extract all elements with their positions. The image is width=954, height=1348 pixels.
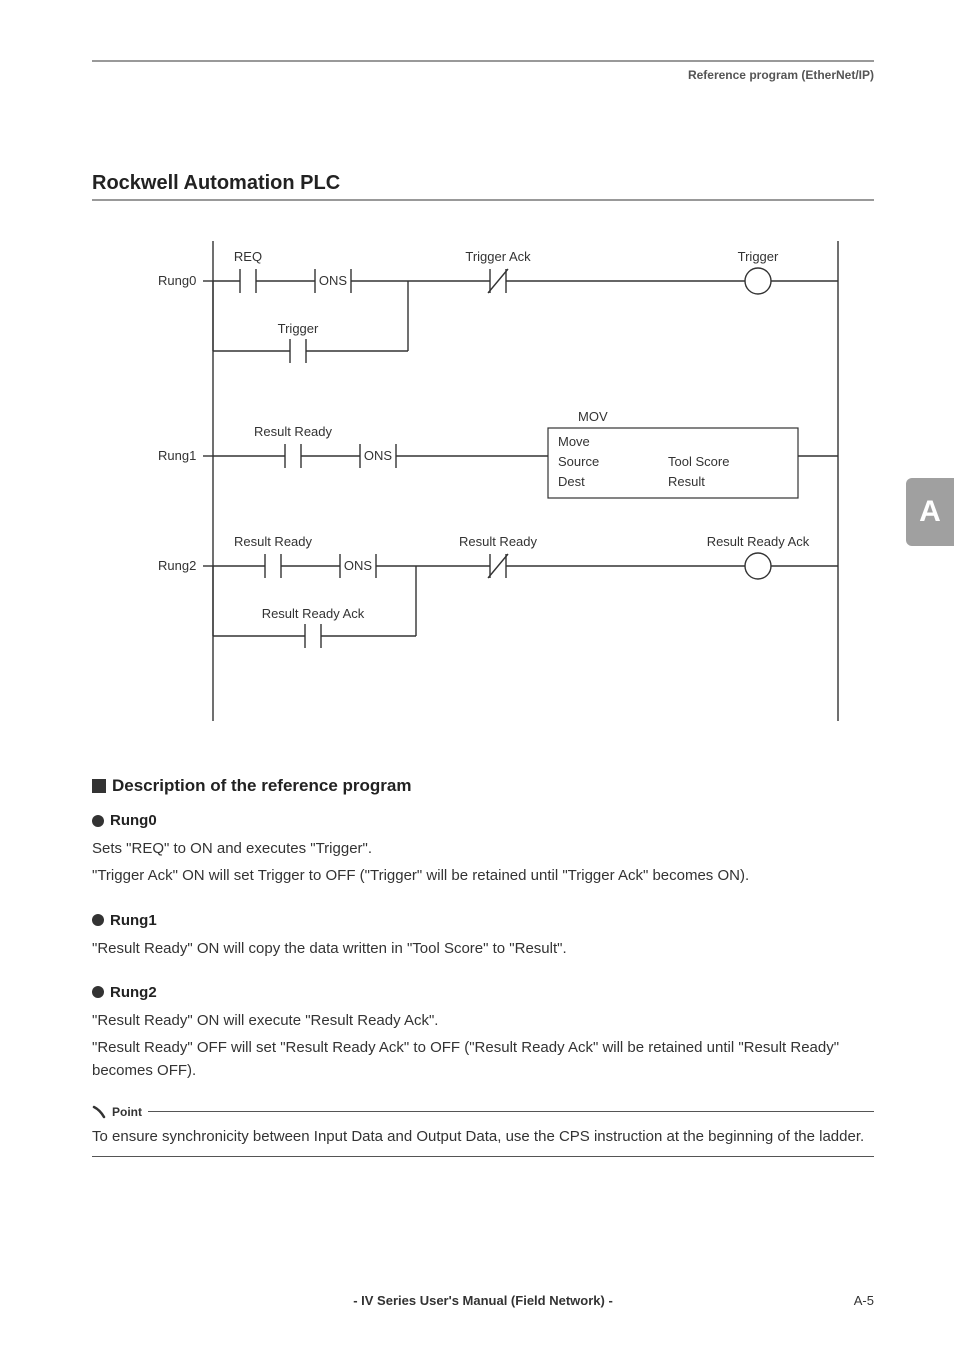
rung0-line-0: Sets "REQ" to ON and executes "Trigger". — [92, 837, 874, 860]
svg-text:Tool Score: Tool Score — [668, 454, 729, 469]
svg-text:ONS: ONS — [344, 558, 373, 573]
svg-text:REQ: REQ — [234, 249, 262, 264]
svg-text:Rung2: Rung2 — [158, 558, 196, 573]
header-title: Reference program (EtherNet/IP) — [92, 68, 874, 82]
rung2-heading: Rung2 — [92, 984, 874, 1001]
circle-bullet-icon — [92, 815, 104, 827]
svg-text:Result Ready Ack: Result Ready Ack — [262, 606, 365, 621]
point-text: To ensure synchronicity between Input Da… — [92, 1119, 874, 1157]
svg-text:Rung1: Rung1 — [158, 448, 196, 463]
svg-text:Rung0: Rung0 — [158, 273, 196, 288]
header-rule — [92, 60, 874, 62]
circle-bullet-icon — [92, 914, 104, 926]
rung2-title: Rung2 — [110, 984, 157, 1001]
svg-text:Source: Source — [558, 454, 599, 469]
footer-center: - IV Series User's Manual (Field Network… — [353, 1293, 613, 1308]
rung1-heading: Rung1 — [92, 912, 874, 929]
rung0-line-1: "Trigger Ack" ON will set Trigger to OFF… — [92, 864, 874, 887]
side-tab-letter: A — [919, 495, 941, 529]
point-arrow-icon — [92, 1105, 106, 1119]
svg-text:Move: Move — [558, 434, 590, 449]
point-label: Point — [112, 1105, 142, 1119]
section-title-wrap: Rockwell Automation PLC — [92, 172, 874, 201]
rung1-title: Rung1 — [110, 912, 157, 929]
point-top-rule — [148, 1111, 874, 1112]
rung0-heading: Rung0 — [92, 812, 874, 829]
svg-text:Result Ready: Result Ready — [234, 534, 313, 549]
svg-text:Result Ready: Result Ready — [254, 424, 333, 439]
svg-text:Result Ready: Result Ready — [459, 534, 538, 549]
ladder-diagram: Rung0 REQ ONS Trigger Ack Trigger Trigger Rung… — [92, 221, 874, 741]
svg-text:Trigger: Trigger — [278, 321, 319, 336]
square-bullet-icon — [92, 779, 106, 793]
rung0-title: Rung0 — [110, 812, 157, 829]
svg-text:ONS: ONS — [319, 273, 348, 288]
rung1-line-0: "Result Ready" ON will copy the data wri… — [92, 937, 874, 960]
page-footer: - IV Series User's Manual (Field Network… — [92, 1293, 874, 1308]
point-label-row: Point — [92, 1105, 874, 1119]
svg-text:ONS: ONS — [364, 448, 393, 463]
rung2-line-0: "Result Ready" ON will execute "Result R… — [92, 1009, 874, 1032]
description-heading-text: Description of the reference program — [112, 776, 411, 796]
svg-text:Result: Result — [668, 474, 705, 489]
circle-bullet-icon — [92, 986, 104, 998]
footer-page-number: A-5 — [854, 1293, 874, 1308]
svg-text:Dest: Dest — [558, 474, 585, 489]
svg-text:Result Ready Ack: Result Ready Ack — [707, 534, 810, 549]
rung2-line-1: "Result Ready" OFF will set "Result Read… — [92, 1036, 874, 1083]
svg-text:MOV: MOV — [578, 409, 608, 424]
section-title: Rockwell Automation PLC — [92, 172, 874, 195]
description-heading: Description of the reference program — [92, 776, 874, 796]
svg-text:Trigger Ack: Trigger Ack — [465, 249, 531, 264]
point-box: Point To ensure synchronicity between In… — [92, 1105, 874, 1157]
svg-text:Trigger: Trigger — [738, 249, 779, 264]
side-tab: A — [906, 478, 954, 546]
